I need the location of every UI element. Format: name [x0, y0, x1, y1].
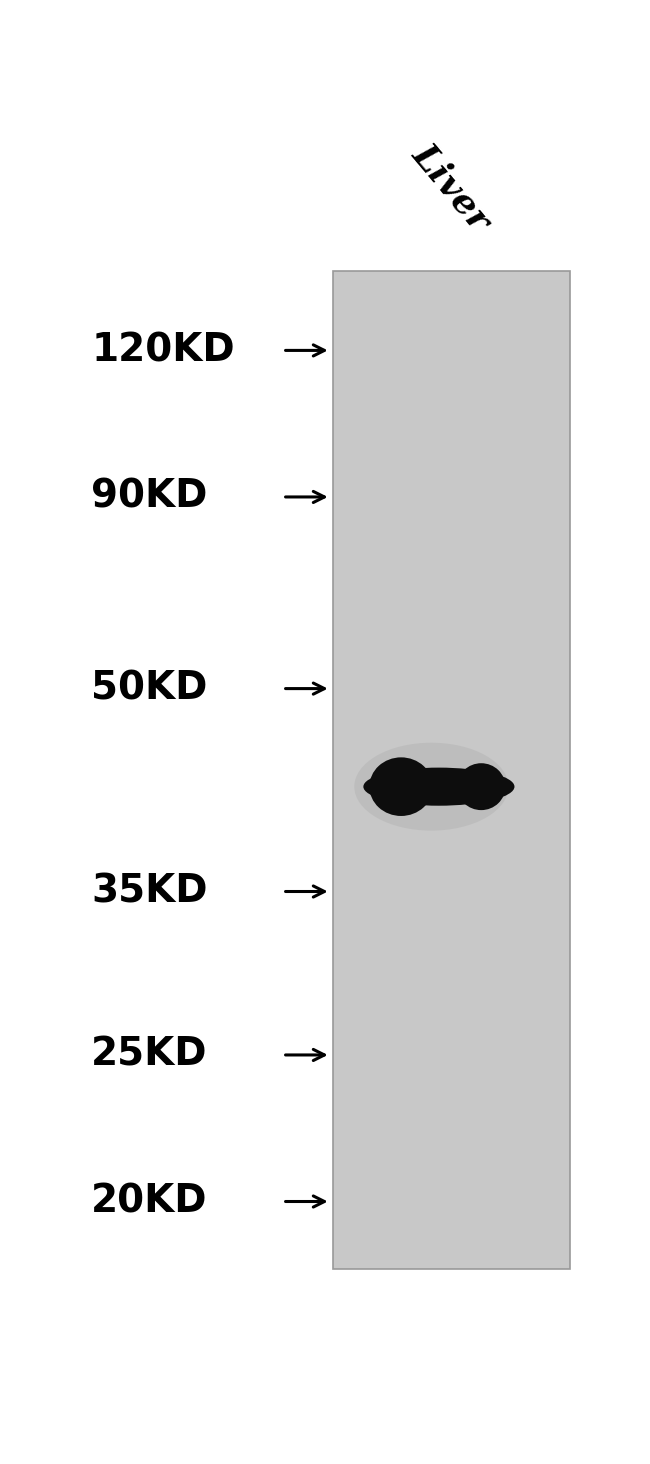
Text: 50KD: 50KD [91, 669, 208, 707]
Text: 120KD: 120KD [91, 331, 235, 369]
Ellipse shape [457, 763, 506, 810]
Ellipse shape [354, 742, 508, 830]
Text: Liver: Liver [406, 138, 497, 237]
Text: 20KD: 20KD [91, 1183, 208, 1221]
Text: 35KD: 35KD [91, 873, 208, 911]
Ellipse shape [363, 767, 514, 805]
Text: 90KD: 90KD [91, 477, 208, 515]
Text: 25KD: 25KD [91, 1037, 208, 1075]
Ellipse shape [369, 757, 433, 815]
Bar [333, 271, 570, 1269]
